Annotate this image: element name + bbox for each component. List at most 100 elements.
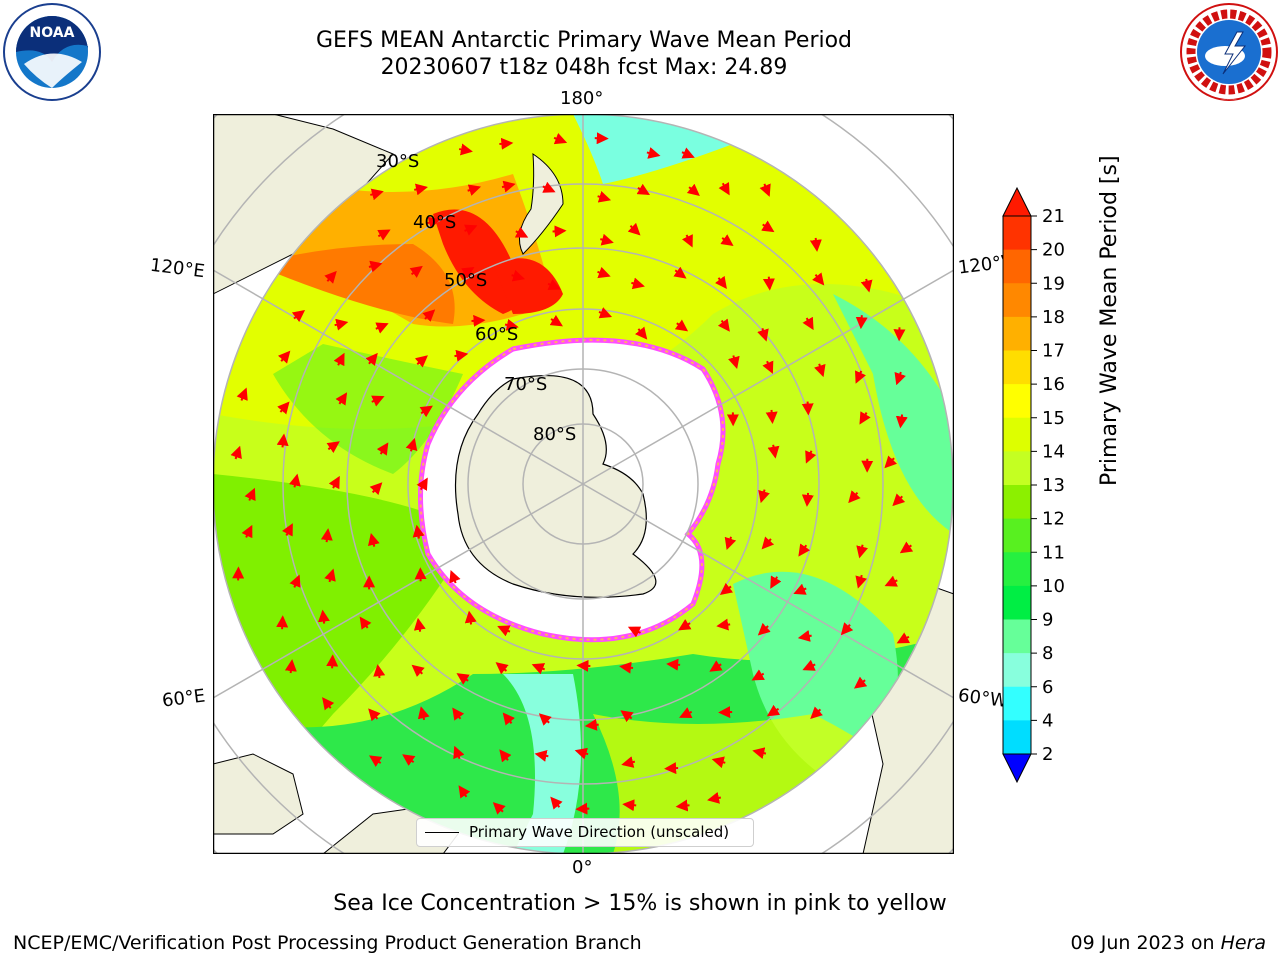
wave-direction-arrow xyxy=(549,314,563,327)
wave-direction-arrow xyxy=(377,229,391,241)
wave-direction-arrow xyxy=(793,583,807,595)
wave-direction-arrow xyxy=(859,411,871,425)
wave-direction-arrow xyxy=(646,147,661,159)
wave-direction-arrow xyxy=(761,536,775,550)
wave-direction-arrow xyxy=(809,237,822,252)
wave-direction-arrow xyxy=(884,455,898,469)
wave-direction-arrow xyxy=(682,234,693,248)
colorbar-band xyxy=(1003,316,1031,351)
nws-logo: NATIONAL WEATHER SERVICE xyxy=(1180,3,1278,101)
wave-direction-arrow xyxy=(244,487,256,502)
wave-direction-arrow xyxy=(324,568,336,583)
wave-direction-arrow xyxy=(373,664,386,679)
wave-direction-arrow xyxy=(230,445,242,460)
wave-direction-arrow xyxy=(499,749,512,763)
wave-direction-arrow xyxy=(758,489,770,504)
wave-direction-arrow xyxy=(324,270,337,284)
wave-direction-arrow xyxy=(365,352,378,366)
colorbar-band xyxy=(1003,485,1031,520)
polar-map xyxy=(213,114,954,854)
colorbar-tick-label: 12 xyxy=(1042,509,1065,530)
colorbar-tick-label: 2 xyxy=(1042,744,1053,765)
wave-direction-arrow xyxy=(370,188,384,201)
wave-direction-arrow xyxy=(620,710,634,723)
credit-text: NCEP/EMC/Verification Post Processing Pr… xyxy=(13,932,642,954)
land-australia-west xyxy=(213,114,394,295)
wave-direction-arrow xyxy=(860,278,873,293)
wave-direction-arrow xyxy=(333,352,345,367)
wave-direction-arrow xyxy=(328,475,340,490)
wave-direction-arrow xyxy=(895,414,908,429)
wave-direction-arrow xyxy=(770,575,782,589)
wave-direction-arrow xyxy=(534,750,549,762)
wave-direction-arrow xyxy=(673,266,687,279)
legend-line-sample xyxy=(425,832,459,833)
land-madagascar xyxy=(213,753,304,835)
colorbar-band xyxy=(1003,350,1031,385)
wave-direction-arrow xyxy=(840,622,854,636)
wave-direction-arrow xyxy=(409,265,423,278)
wave-direction-arrow xyxy=(575,802,590,815)
wave-direction-arrow xyxy=(456,673,470,685)
colorbar-tick-label: 14 xyxy=(1042,441,1065,462)
colorbar-tick-label: 18 xyxy=(1042,307,1065,328)
machine-name: Hera xyxy=(1220,932,1266,954)
wave-direction-arrow xyxy=(751,669,765,681)
wave-direction-arrow xyxy=(855,370,866,384)
wave-direction-arrow xyxy=(467,184,482,196)
run-date-text: 09 Jun 2023 on xyxy=(1070,932,1215,954)
wave-direction-arrow xyxy=(334,318,349,331)
wave-direction-arrow xyxy=(375,322,389,334)
wave-direction-arrow xyxy=(762,360,774,374)
wave-direction-arrow xyxy=(797,630,812,642)
colorbar-band xyxy=(1003,417,1031,452)
wave-direction-arrow xyxy=(679,707,693,719)
colorbar-title: Primary Wave Mean Period [s] xyxy=(1097,155,1122,486)
wave-direction-arrow xyxy=(276,615,289,630)
wave-direction-arrow xyxy=(461,266,475,279)
wave-direction-arrow xyxy=(538,713,552,726)
chart-subtitle: 20230607 t18z 048h fcst Max: 24.89 xyxy=(380,55,788,80)
colorbar-tick-label: 15 xyxy=(1042,408,1065,429)
wave-direction-arrow xyxy=(719,582,734,595)
wave-direction-arrow xyxy=(289,473,301,488)
wave-direction-arrow xyxy=(574,747,589,760)
wave-direction-arrow xyxy=(896,632,911,644)
wave-direction-arrows xyxy=(230,132,914,815)
colorbar-tick-label: 4 xyxy=(1042,710,1053,731)
wave-direction-arrow xyxy=(757,327,769,342)
wave-direction-arrow xyxy=(810,706,824,719)
wave-direction-arrow xyxy=(666,658,681,671)
lat-label-80s: 80°S xyxy=(533,424,577,445)
colorbar-tick-label: 6 xyxy=(1042,677,1053,698)
wave-direction-arrow xyxy=(402,754,416,766)
wave-direction-arrow xyxy=(686,183,700,197)
colorbar-tick-label: 13 xyxy=(1042,475,1065,496)
colorbar-tick-label: 19 xyxy=(1042,273,1065,294)
wave-direction-arrow xyxy=(454,349,469,362)
wave-direction-arrow xyxy=(417,706,430,721)
wave-direction-arrow xyxy=(627,626,642,638)
wave-direction-arrow xyxy=(411,664,425,678)
wave-direction-arrow xyxy=(511,269,526,282)
wave-direction-arrow xyxy=(449,569,461,584)
wave-direction-arrow xyxy=(664,762,679,775)
run-date: 09 Jun 2023 on Hera xyxy=(1071,932,1267,954)
wave-direction-arrow xyxy=(801,401,814,416)
wave-direction-arrow xyxy=(627,222,641,236)
wave-direction-arrow xyxy=(492,802,506,815)
wave-direction-arrow xyxy=(426,216,441,229)
wave-direction-arrow xyxy=(368,755,383,767)
colorbar-band xyxy=(1003,585,1031,620)
wave-direction-arrow xyxy=(501,180,516,193)
wave-direction-arrow xyxy=(619,661,634,674)
wave-direction-arrow xyxy=(711,756,726,769)
wave-direction-arrow xyxy=(499,137,514,150)
wave-direction-arrow xyxy=(798,543,811,557)
wave-direction-arrow xyxy=(678,619,692,631)
colorbar-band xyxy=(1003,216,1031,251)
wave-direction-arrow xyxy=(855,315,868,330)
land-new-zealand xyxy=(518,153,564,255)
wave-direction-arrow xyxy=(762,276,775,291)
colorbar-tick-label: 11 xyxy=(1042,542,1065,563)
